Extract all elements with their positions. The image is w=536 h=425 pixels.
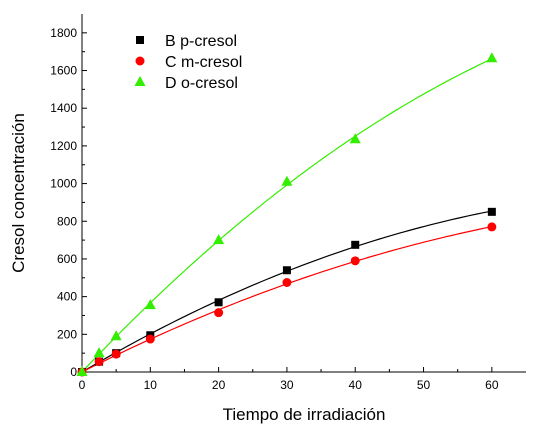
data-point bbox=[76, 366, 88, 376]
y-tick-label: 1000 bbox=[50, 177, 77, 191]
y-axis-label: Cresol concentración bbox=[9, 113, 28, 273]
legend-marker bbox=[135, 56, 145, 66]
y-tick-label: 0 bbox=[70, 365, 77, 379]
y-tick-label: 400 bbox=[57, 290, 77, 304]
data-point bbox=[213, 234, 225, 245]
data-point bbox=[281, 175, 293, 186]
data-point bbox=[282, 278, 292, 287]
data-point bbox=[282, 266, 291, 275]
data-point bbox=[350, 256, 360, 266]
y-tick-label: 1600 bbox=[50, 64, 77, 78]
x-tick-label: 60 bbox=[485, 378, 499, 392]
axes bbox=[81, 14, 526, 373]
data-points bbox=[76, 52, 498, 377]
legend-label: C m-cresol bbox=[165, 54, 242, 71]
data-point bbox=[111, 349, 121, 359]
data-point bbox=[94, 357, 104, 367]
data-point bbox=[144, 299, 156, 310]
data-point bbox=[145, 334, 155, 344]
x-tick-label: 40 bbox=[349, 378, 363, 392]
y-tick-label: 800 bbox=[57, 214, 77, 228]
y-tick-label: 1400 bbox=[50, 101, 77, 115]
x-tick-label: 10 bbox=[144, 378, 158, 392]
y-tick-label: 1200 bbox=[50, 139, 77, 153]
x-tick-label: 0 bbox=[79, 378, 86, 392]
legend-marker bbox=[134, 76, 146, 86]
x-tick-label: 30 bbox=[280, 378, 294, 392]
legend-label: B p-cresol bbox=[165, 33, 237, 50]
data-point bbox=[487, 207, 496, 216]
data-point bbox=[349, 133, 361, 144]
x-tick-label: 20 bbox=[212, 378, 226, 392]
fit-line bbox=[81, 210, 492, 373]
fit-line bbox=[81, 58, 493, 373]
legend-label: D o-cresol bbox=[165, 75, 238, 92]
data-point bbox=[110, 330, 122, 341]
data-point bbox=[487, 222, 497, 232]
fit-line bbox=[81, 226, 492, 373]
x-axis-label: Tiempo de irradiación bbox=[223, 405, 386, 424]
y-tick-label: 200 bbox=[57, 327, 77, 341]
data-point bbox=[486, 52, 498, 63]
data-point bbox=[351, 240, 360, 249]
data-point bbox=[214, 298, 223, 307]
legend: B p-cresol C m-cresol D o-cresol bbox=[134, 33, 242, 92]
data-point bbox=[93, 347, 105, 358]
ticks: 0 10 20 30 40 50 60020040060080010001200140016… bbox=[50, 26, 499, 392]
fit-lines bbox=[81, 58, 493, 373]
x-tick-label: 50 bbox=[417, 378, 431, 392]
y-tick-label: 1800 bbox=[50, 26, 77, 40]
data-point bbox=[214, 308, 224, 318]
y-tick-label: 600 bbox=[57, 252, 77, 266]
legend-marker bbox=[136, 36, 144, 44]
